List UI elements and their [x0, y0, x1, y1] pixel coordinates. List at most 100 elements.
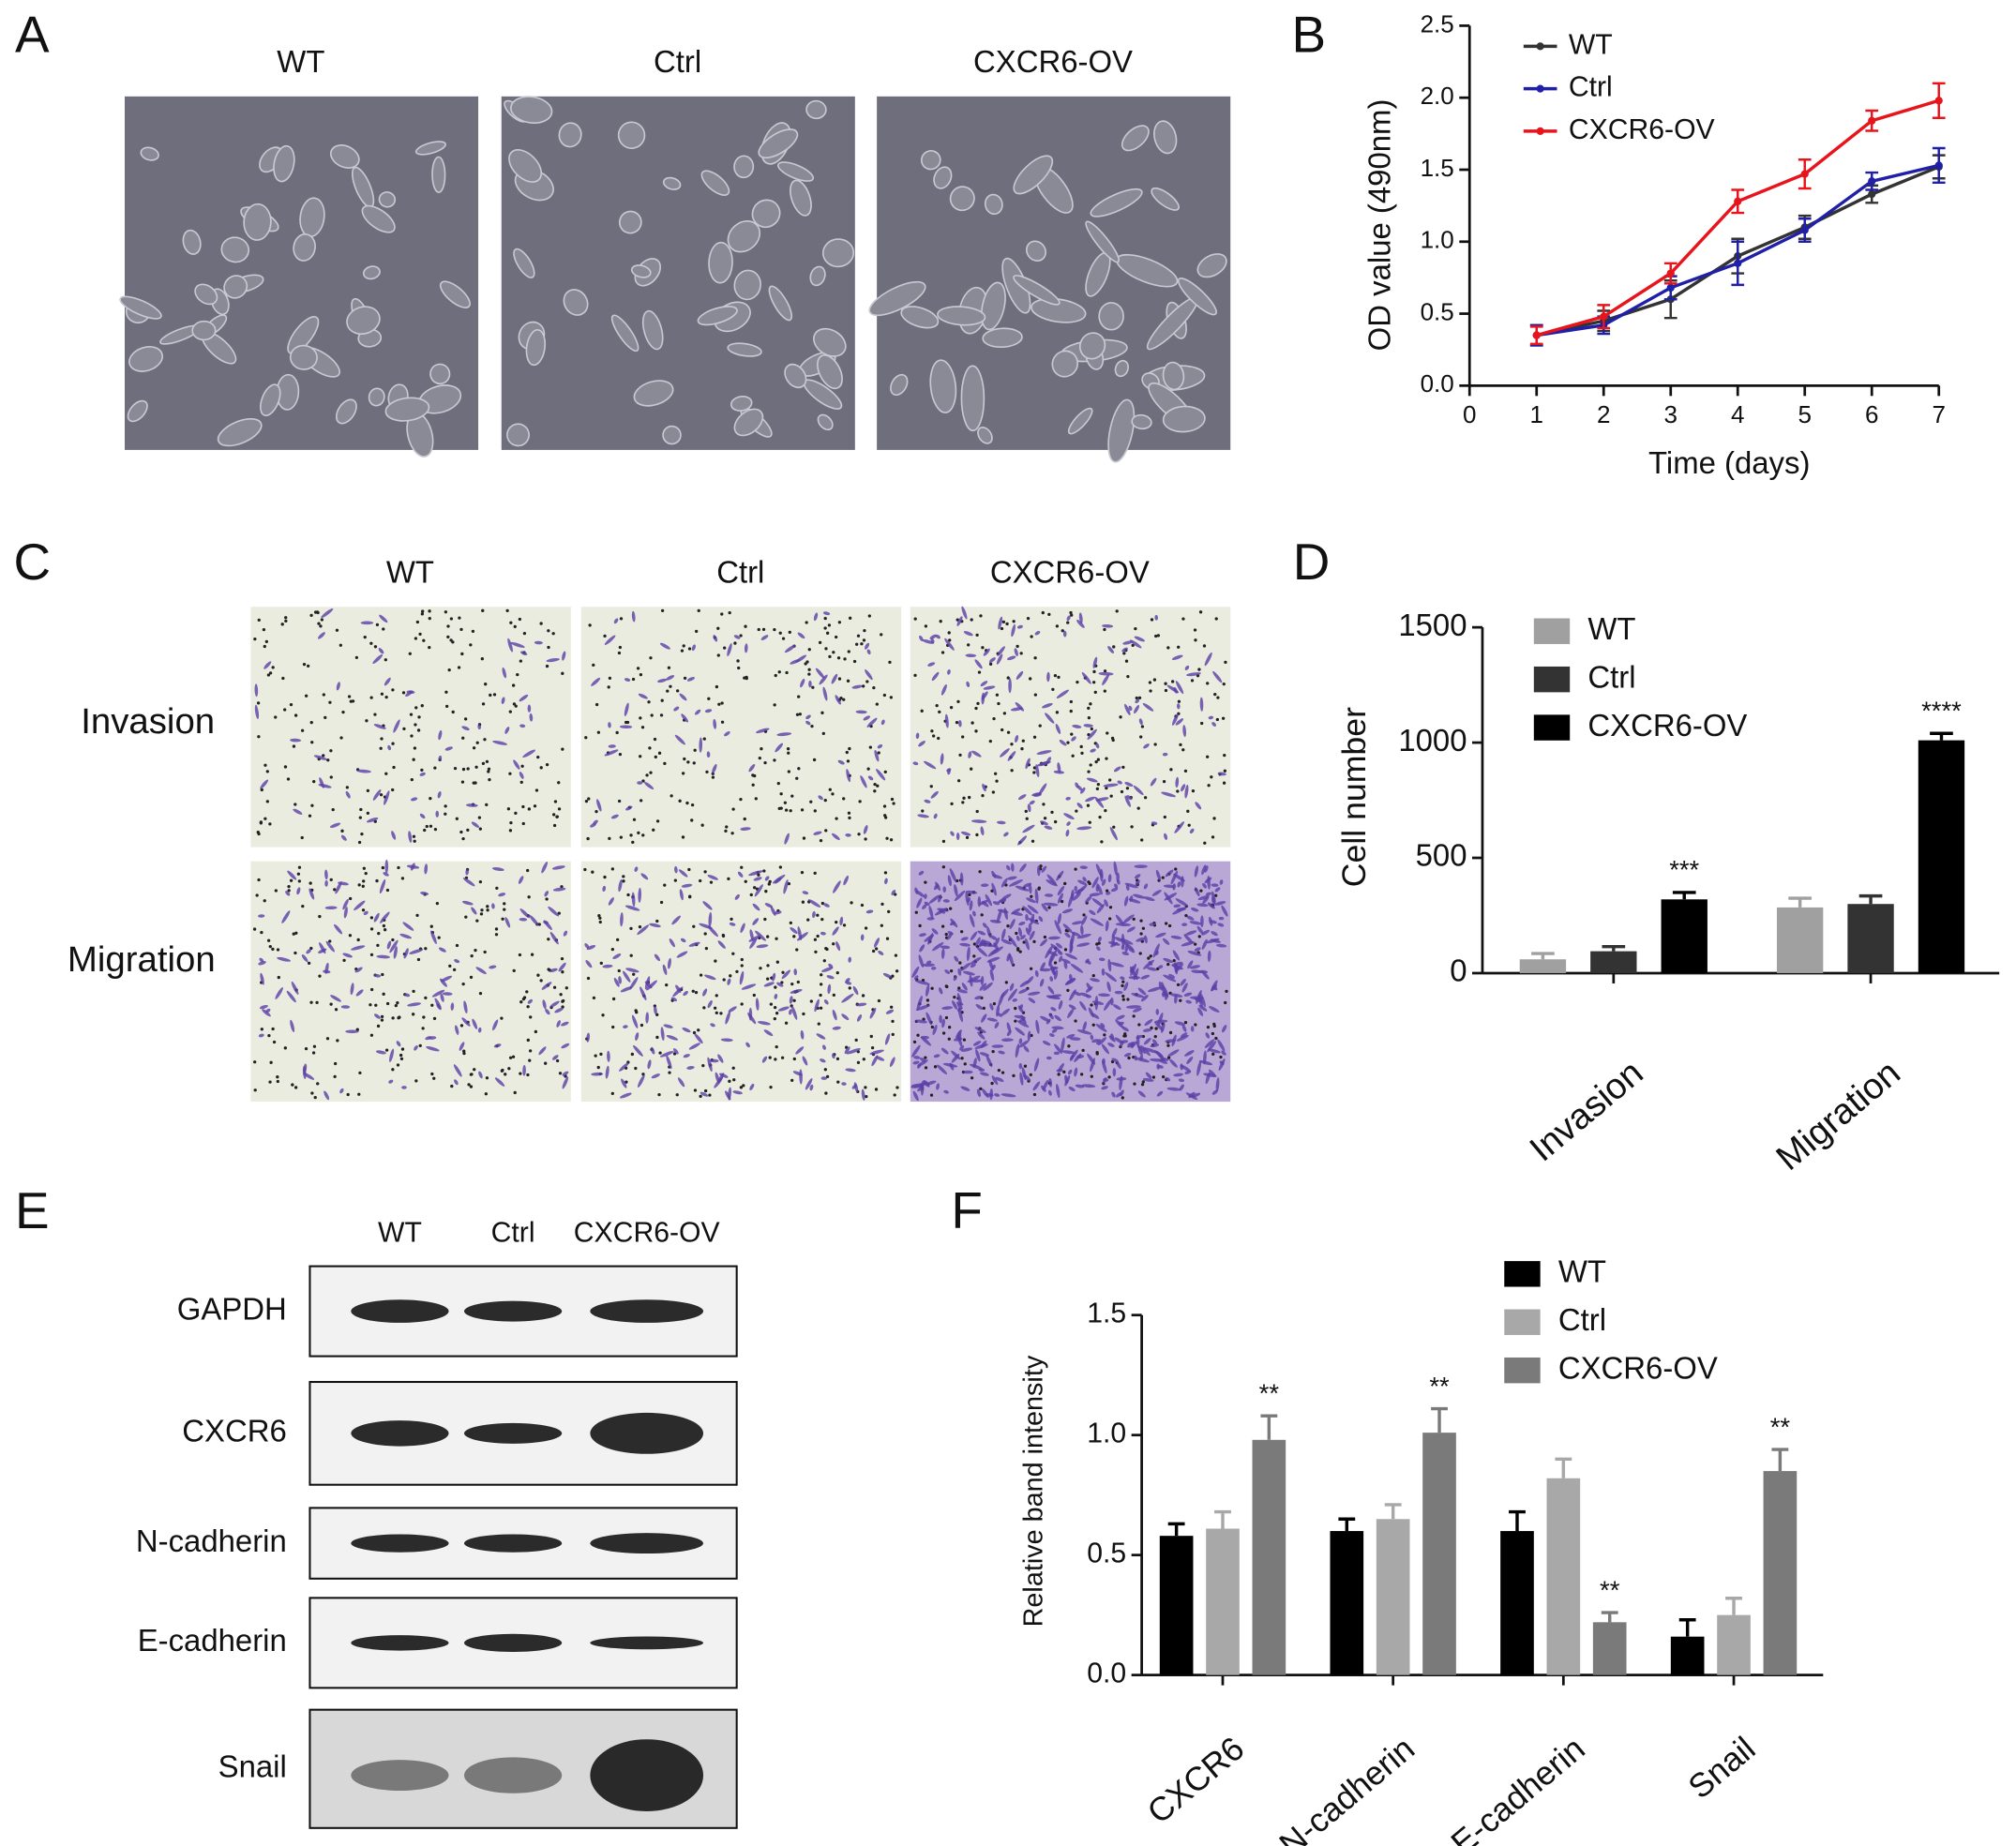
pore: [384, 772, 388, 775]
stained-cell: [861, 1088, 865, 1101]
pore: [767, 882, 771, 886]
stained-cell: [1049, 976, 1054, 983]
stained-cell: [1103, 1077, 1109, 1082]
cell: [1121, 125, 1150, 152]
pore: [1061, 629, 1064, 633]
pore: [268, 1080, 272, 1084]
pore: [599, 961, 603, 966]
stained-cell: [1208, 715, 1214, 720]
pore: [1043, 935, 1047, 939]
stained-cell: [1041, 865, 1047, 873]
pore: [1057, 1073, 1061, 1076]
pore: [866, 767, 870, 771]
pore: [1211, 1031, 1215, 1036]
stained-cell: [919, 944, 925, 953]
pore: [369, 1033, 374, 1037]
stained-cell: [1008, 935, 1017, 948]
stained-cell: [980, 826, 985, 836]
stained-cell: [1114, 883, 1119, 889]
pore: [1193, 942, 1197, 946]
stained-cell: [1187, 951, 1202, 956]
stained-cell: [748, 870, 763, 877]
stained-cell: [949, 1062, 955, 1071]
significance-label: ****: [1921, 697, 1962, 726]
stained-cell: [393, 719, 400, 733]
pore: [1177, 699, 1181, 703]
stained-cell: [541, 982, 552, 990]
pore: [848, 746, 851, 751]
pore: [478, 991, 483, 996]
cell: [414, 141, 446, 156]
pore: [657, 751, 662, 755]
stained-cell: [1205, 1032, 1211, 1039]
stained-cell: [534, 640, 543, 645]
pore: [1100, 840, 1104, 844]
pore: [619, 835, 623, 839]
pore: [807, 648, 811, 652]
pore: [603, 875, 607, 879]
stained-cell: [1053, 1051, 1061, 1056]
pore: [1053, 673, 1058, 678]
stained-cell: [1165, 1076, 1171, 1082]
pore: [921, 809, 925, 813]
stained-cell: [1192, 1092, 1201, 1098]
pore: [657, 1092, 661, 1097]
stained-cell: [816, 1033, 826, 1040]
pore: [318, 974, 322, 978]
stained-cell: [493, 1043, 502, 1048]
pore: [323, 715, 327, 720]
stained-cell: [959, 1045, 965, 1051]
pore: [740, 957, 744, 962]
stained-cell: [758, 1021, 771, 1026]
stained-cell: [662, 964, 668, 976]
pore: [409, 713, 414, 716]
pore: [381, 865, 384, 870]
stained-cell: [338, 881, 349, 886]
pore: [976, 701, 980, 705]
stained-cell: [472, 1018, 478, 1029]
stained-cell: [920, 1036, 932, 1046]
pore: [982, 1006, 985, 1011]
pore: [263, 763, 267, 767]
pore: [663, 761, 667, 766]
pore: [647, 700, 651, 704]
stained-cell: [975, 1004, 984, 1011]
stained-cell: [1035, 764, 1040, 777]
stained-cell: [1081, 915, 1088, 926]
stained-cell: [563, 930, 568, 937]
stained-cell: [875, 1056, 885, 1061]
stained-cell: [884, 878, 888, 885]
pore: [364, 871, 368, 876]
stained-cell: [864, 642, 870, 650]
stained-cell: [1134, 636, 1145, 642]
pore: [1132, 917, 1136, 922]
pore: [769, 1086, 773, 1089]
pore: [373, 645, 378, 649]
stained-cell: [699, 737, 703, 753]
stained-cell: [342, 953, 353, 958]
stained-cell: [1009, 879, 1023, 887]
stained-cell: [930, 967, 937, 970]
pore: [883, 871, 888, 875]
pore: [339, 736, 343, 740]
pore: [1130, 825, 1134, 829]
stained-cell: [800, 678, 805, 688]
pore: [380, 1014, 384, 1019]
pore: [1089, 702, 1092, 706]
stained-cell: [637, 924, 650, 936]
pore: [348, 934, 353, 938]
stained-cell: [1186, 1056, 1194, 1064]
stained-cell: [1089, 909, 1096, 916]
pore: [1029, 1073, 1032, 1077]
stained-cell: [699, 923, 713, 929]
pore: [1082, 913, 1086, 917]
cell: [697, 306, 738, 326]
stained-cell: [541, 862, 549, 874]
stained-cell: [725, 1011, 731, 1025]
stained-cell: [1066, 821, 1071, 826]
stained-cell: [1110, 941, 1119, 948]
pore: [461, 767, 466, 772]
stained-cell: [797, 632, 805, 639]
pore: [1070, 732, 1074, 736]
stained-cell: [977, 1031, 985, 1040]
